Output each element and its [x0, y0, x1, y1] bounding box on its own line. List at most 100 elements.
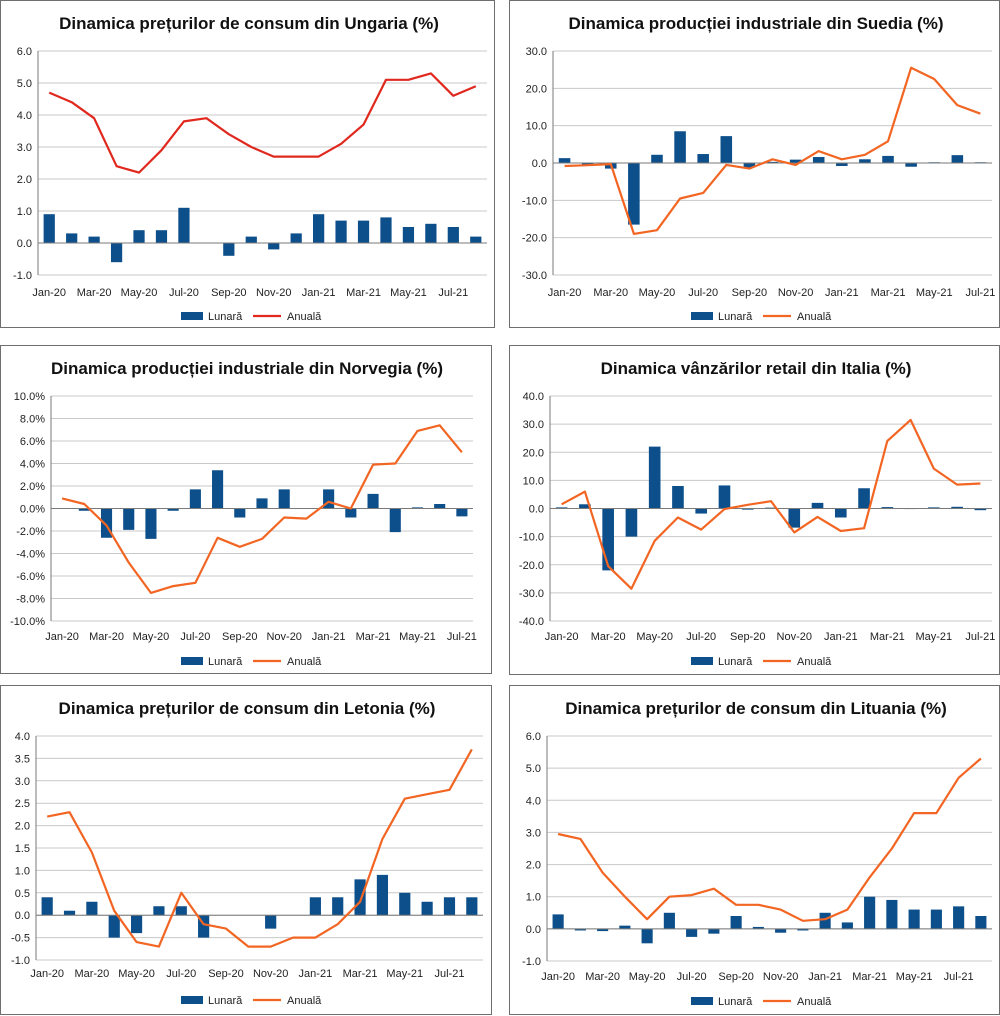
- chart-panel-lituania-cpi: Dinamica prețurilor de consum din Lituan…: [509, 685, 1000, 1015]
- bar-lunara: [42, 897, 53, 915]
- x-tick-label: Jul-21: [965, 631, 995, 643]
- bar-lunara: [377, 875, 388, 915]
- y-tick-label: -6.0%: [16, 571, 45, 583]
- legend-bar-swatch: [691, 657, 713, 665]
- x-tick-label: Nov-20: [253, 968, 288, 980]
- y-axis-ticks: 6.05.04.03.02.01.00.0-1.0: [13, 46, 32, 282]
- legend-label-lunara: Lunară: [208, 995, 243, 1007]
- bar-lunara: [131, 915, 142, 933]
- y-tick-label: 2.5: [15, 798, 30, 810]
- bar-lunara: [89, 237, 100, 243]
- y-tick-label: 1.5: [15, 843, 30, 855]
- chart-svg-norvegia-industrial: Dinamica producției industriale din Norv…: [1, 346, 493, 675]
- x-tick-label: Jan-21: [825, 287, 859, 299]
- bar-lunara: [178, 208, 189, 243]
- chart-svg-italia-retail: Dinamica vânzărilor retail din Italia (%…: [510, 346, 1000, 676]
- legend-label-anuala: Anuală: [797, 311, 832, 323]
- x-tick-label: Jul-20: [169, 287, 199, 299]
- x-tick-label: Mar-20: [89, 631, 124, 643]
- y-tick-label: 5.0: [526, 763, 541, 775]
- x-tick-label: Jul-20: [677, 971, 707, 983]
- legend-label-lunara: Lunară: [718, 311, 753, 323]
- y-tick-label: 20.0: [523, 447, 544, 459]
- bar-lunara: [953, 906, 964, 929]
- bar-series-lunara: [44, 208, 482, 262]
- x-tick-label: Mar-21: [852, 971, 887, 983]
- bar-lunara: [434, 504, 445, 509]
- y-tick-label: 1.0: [15, 865, 30, 877]
- legend-bar-swatch: [691, 997, 713, 1005]
- x-tick-label: May-21: [390, 287, 427, 299]
- chart-title: Dinamica producției industriale din Norv…: [51, 359, 443, 378]
- bar-lunara: [153, 906, 164, 915]
- y-tick-label: -1.0: [13, 270, 32, 282]
- chart-panel-suedia-industrial: Dinamica producției industriale din Sued…: [509, 0, 1000, 328]
- x-tick-label: May-21: [916, 287, 953, 299]
- chart-svg-ungaria-cpi: Dinamica prețurilor de consum din Ungari…: [1, 1, 496, 329]
- legend: Lunară Anuală: [181, 656, 322, 668]
- x-tick-label: Jul-20: [166, 968, 196, 980]
- x-tick-label: Mar-21: [870, 631, 905, 643]
- bar-lunara: [279, 489, 290, 508]
- chart-title: Dinamica vânzărilor retail din Italia (%…: [601, 359, 912, 378]
- y-axis-ticks: 30.020.010.00.0-10.0-20.0-30.0: [522, 46, 547, 282]
- y-axis-ticks: 6.05.04.03.02.01.00.0-1.0: [522, 731, 541, 968]
- bar-lunara: [664, 913, 675, 929]
- bar-lunara: [626, 509, 638, 537]
- bar-lunara: [448, 227, 459, 243]
- y-tick-label: 0.0: [15, 910, 30, 922]
- x-tick-label: Jan-20: [541, 971, 575, 983]
- y-tick-label: 0.0: [17, 238, 32, 250]
- bar-lunara: [456, 509, 467, 517]
- bar-lunara: [672, 486, 684, 509]
- bar-lunara: [123, 509, 134, 530]
- y-tick-label: 6.0%: [20, 436, 45, 448]
- legend-label-lunara: Lunară: [208, 311, 243, 323]
- legend-bar-swatch: [181, 996, 203, 1004]
- x-tick-label: Jan-20: [30, 968, 64, 980]
- y-tick-label: 10.0: [526, 121, 547, 133]
- bar-lunara: [313, 214, 324, 243]
- y-axis-ticks: 10.0%8.0%6.0%4.0%2.0%0.0%-2.0%-4.0%-6.0%…: [10, 391, 45, 628]
- bar-lunara: [64, 911, 75, 915]
- legend-bar-swatch: [181, 657, 203, 665]
- bar-lunara: [559, 158, 571, 163]
- x-tick-label: Mar-20: [585, 971, 620, 983]
- bar-lunara: [602, 509, 614, 571]
- x-tick-label: Jul-21: [434, 968, 464, 980]
- y-tick-label: 4.0: [526, 795, 541, 807]
- x-tick-label: Mar-21: [356, 631, 391, 643]
- x-tick-label: Jan-21: [312, 631, 346, 643]
- x-tick-label: Sep-20: [730, 631, 765, 643]
- y-tick-label: -1.0: [522, 956, 541, 968]
- x-tick-label: Jul-21: [438, 287, 468, 299]
- x-tick-label: May-20: [118, 968, 155, 980]
- y-tick-label: 3.0: [526, 827, 541, 839]
- y-tick-label: 0.0%: [20, 504, 45, 516]
- bar-lunara: [422, 902, 433, 915]
- chart-title: Dinamica prețurilor de consum din Letoni…: [59, 699, 436, 718]
- y-tick-label: -2.0%: [16, 526, 45, 538]
- y-tick-label: -20.0: [522, 233, 547, 245]
- bar-lunara: [882, 156, 894, 163]
- legend: Lunară Anuală: [181, 311, 322, 323]
- legend-bar-swatch: [181, 312, 203, 320]
- legend-label-lunara: Lunară: [718, 996, 753, 1008]
- chart-panel-italia-retail: Dinamica vânzărilor retail din Italia (%…: [509, 345, 1000, 675]
- x-tick-label: May-20: [636, 631, 673, 643]
- bar-lunara: [268, 243, 279, 249]
- bar-lunara: [842, 922, 853, 928]
- x-tick-label: Nov-20: [777, 631, 812, 643]
- x-tick-label: Mar-20: [74, 968, 109, 980]
- bar-lunara: [859, 159, 871, 163]
- y-tick-label: 3.0: [17, 142, 32, 154]
- bar-series-lunara: [559, 131, 986, 224]
- line-series-anuala: [565, 68, 981, 234]
- legend-label-anuala: Anuală: [797, 996, 832, 1008]
- x-tick-label: Jan-21: [808, 971, 842, 983]
- y-tick-label: 2.0%: [20, 481, 45, 493]
- chart-panel-norvegia-industrial: Dinamica producției industriale din Norv…: [0, 345, 492, 674]
- legend: Lunară Anuală: [181, 995, 322, 1007]
- line-series-anuala: [562, 420, 981, 589]
